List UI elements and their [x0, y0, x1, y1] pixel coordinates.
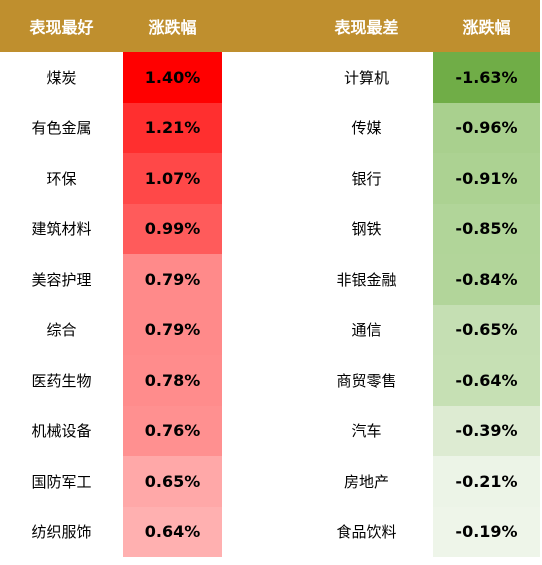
sector-name: 银行 [351, 169, 382, 188]
header-cell: 涨跌幅 [148, 18, 197, 37]
change-cell: 0.99% [123, 203, 222, 254]
sector-name: 钢铁 [351, 220, 382, 239]
header-cell: 涨跌幅 [462, 18, 511, 37]
sector-name: 机械设备 [31, 422, 92, 441]
change-cell: -0.65% [433, 304, 540, 355]
sector-name: 环保 [46, 169, 77, 188]
sector-name: 综合 [46, 321, 77, 340]
change-cell: 1.07% [123, 153, 222, 204]
change-cell: 0.78% [123, 355, 222, 406]
header-cell: 表现最差 [334, 18, 399, 37]
change-cell: -0.96% [433, 102, 540, 153]
change-cell: 0.76% [123, 405, 222, 456]
header-cell: 表现最好 [29, 18, 94, 37]
sector-name: 传媒 [351, 119, 382, 138]
sector-name: 非银金融 [336, 270, 397, 289]
sector-name: 有色金属 [31, 119, 92, 138]
change-cell: -0.21% [433, 456, 540, 507]
change-cell: -0.91% [433, 153, 540, 204]
change-cell: 0.79% [123, 304, 222, 355]
sector-name: 房地产 [343, 472, 389, 491]
sector-name: 煤炭 [46, 68, 77, 87]
change-cell: -1.63% [433, 52, 540, 103]
header-bar [0, 0, 540, 52]
sector-name: 美容护理 [31, 270, 92, 289]
change-cell: 1.21% [123, 102, 222, 153]
change-cell: 1.40% [123, 52, 222, 103]
sector-name: 医药生物 [31, 371, 92, 390]
change-cell: -0.64% [433, 355, 540, 406]
change-cell: -0.84% [433, 254, 540, 305]
change-cell: -0.39% [433, 405, 540, 456]
change-cell: 0.79% [123, 254, 222, 305]
sector-name: 建筑材料 [31, 220, 92, 239]
sector-name: 食品饮料 [336, 523, 397, 542]
sector-name: 通信 [351, 321, 382, 340]
change-cell: 0.64% [123, 506, 222, 557]
sector-name: 汽车 [351, 422, 382, 441]
sector-name: 纺织服饰 [31, 523, 92, 542]
change-cell: -0.85% [433, 203, 540, 254]
sector-name: 国防军工 [31, 472, 92, 491]
sector-name: 商贸零售 [336, 371, 397, 390]
change-cell: 0.65% [123, 456, 222, 507]
sector-name: 计算机 [343, 68, 389, 87]
change-cell: -0.19% [433, 506, 540, 557]
